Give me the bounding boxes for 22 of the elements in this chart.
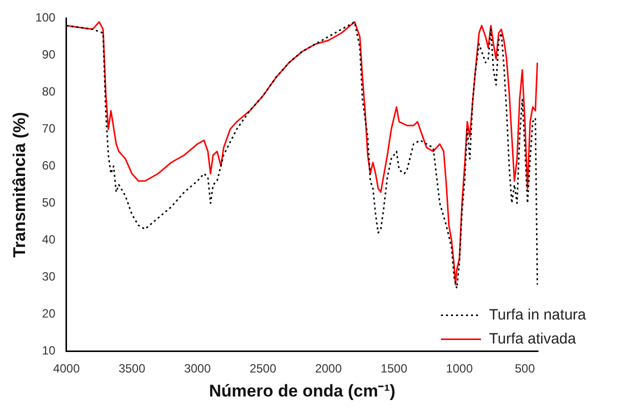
x-tick-label: 3500 (118, 362, 146, 376)
x-tick-label: 1000 (446, 362, 474, 376)
y-tick-label: 30 (42, 270, 56, 284)
x-axis-title: Número de onda (cm⁻¹) (209, 381, 396, 400)
y-tick-label: 10 (42, 344, 56, 358)
y-axis-title: Transmitância (%) (10, 112, 29, 258)
y-tick-label: 40 (42, 232, 56, 247)
legend-label: Turfa in natura (489, 306, 587, 324)
y-tick-label: 80 (42, 84, 56, 99)
x-tick-label: 2500 (250, 362, 277, 376)
x-tick-label: 3000 (184, 362, 212, 376)
y-tick-label: 100 (35, 10, 56, 25)
y-tick-label: 90 (42, 48, 56, 62)
y-tick-label: 60 (42, 158, 56, 173)
x-tick-label: 500 (514, 362, 536, 376)
x-tick-label: 4000 (53, 362, 80, 376)
y-tick-label: 70 (42, 122, 56, 136)
x-tick-label: 1500 (380, 362, 408, 376)
x-tick-label: 2000 (315, 362, 342, 376)
legend-label: Turfa ativada (489, 330, 577, 348)
y-tick-label: 20 (42, 306, 56, 321)
y-tick-label: 50 (42, 196, 56, 210)
